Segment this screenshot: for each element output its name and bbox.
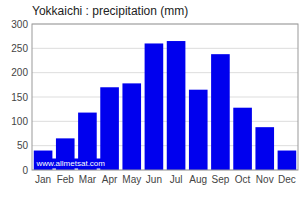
x-tick-label: Oct	[235, 174, 251, 185]
annotation-bg	[34, 159, 107, 169]
bar	[233, 108, 252, 170]
grid-line	[32, 121, 298, 122]
y-tick-label: 0	[22, 165, 28, 176]
bar	[255, 127, 274, 170]
plot-frame	[32, 24, 298, 170]
y-tick-label: 300	[11, 19, 28, 30]
bar	[122, 83, 141, 170]
x-tick-label: Jun	[146, 174, 162, 185]
bar	[167, 41, 186, 170]
x-tick-label: Jul	[170, 174, 183, 185]
title: Yokkaichi : precipitation (mm)	[32, 4, 188, 18]
grid-line	[32, 97, 298, 98]
x-tick-label: May	[122, 174, 141, 185]
grid-line	[32, 48, 298, 49]
y-tick-label: 250	[11, 43, 28, 54]
grid-line	[32, 72, 298, 73]
x-tick-label: Sep	[212, 174, 230, 185]
x-tick-label: Apr	[102, 174, 118, 185]
y-tick-label: 200	[11, 67, 28, 78]
bar	[278, 151, 297, 170]
annotation: www.allmetsat.com	[36, 159, 106, 168]
x-tick-label: Nov	[256, 174, 274, 185]
bar	[145, 43, 164, 170]
x-tick-label: Feb	[57, 174, 75, 185]
x-tick-label: Jan	[35, 174, 51, 185]
bar	[189, 90, 208, 170]
y-tick-label: 50	[17, 140, 29, 151]
x-tick-label: Dec	[278, 174, 296, 185]
x-tick-label: Mar	[79, 174, 97, 185]
bars	[34, 41, 296, 170]
chart: Yokkaichi : precipitation (mm) 0 50 100 150 2…	[0, 0, 306, 200]
y-tick-label: 100	[11, 116, 28, 127]
x-tick-label: Aug	[189, 174, 207, 185]
bar	[211, 54, 230, 170]
y-tick-label: 150	[11, 92, 28, 103]
bar	[100, 87, 119, 170]
